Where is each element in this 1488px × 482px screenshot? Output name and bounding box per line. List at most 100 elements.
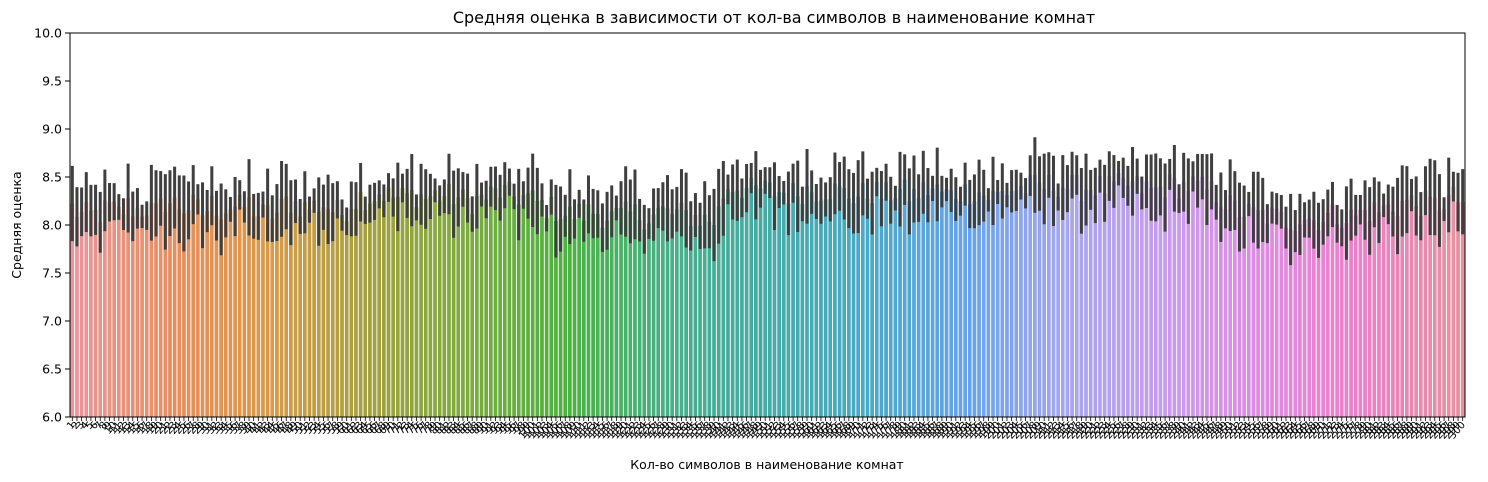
y-tick-label: 7.5 [42,266,62,281]
bar [702,214,707,417]
bar [395,196,400,417]
bar [484,199,489,417]
bar [568,206,572,417]
bar [498,197,502,417]
y-tick-label: 7.0 [42,314,62,329]
bar [1363,210,1367,417]
bar [674,209,679,417]
bar [1195,180,1200,417]
bar [586,204,591,417]
bar [1112,181,1116,417]
bar [182,213,186,417]
bar [1037,183,1042,417]
bar [1214,202,1219,417]
bar [735,190,740,417]
bar [535,200,540,417]
bar [1335,223,1339,417]
x-tick-label: 2 [70,420,83,432]
bar [358,192,363,417]
bar [279,198,284,417]
bar [558,219,563,417]
bar [1265,223,1270,417]
bar [1019,186,1023,417]
bar [391,197,396,417]
bar [1307,218,1312,417]
bar [349,208,354,417]
bar [298,216,303,417]
bar [363,210,368,417]
y-tick-label: 6.5 [42,362,62,377]
y-tick-label: 10.0 [34,26,62,41]
bar [293,201,298,417]
bar [335,199,340,417]
bar [740,197,744,417]
bar [986,199,991,417]
bar [521,194,526,417]
bar [1144,181,1149,417]
bar [242,206,247,417]
bar [419,194,423,417]
bar [1107,176,1112,417]
bar [1028,175,1033,417]
bar [1093,195,1098,417]
bar [698,225,702,417]
bar [368,203,372,417]
bar [1293,231,1298,417]
bar [326,209,330,417]
bar [470,214,475,417]
bar [1279,211,1284,417]
bar [228,209,233,417]
bar [884,182,888,417]
y-tick-label: 9.0 [42,122,62,137]
bar [600,227,605,417]
bar [916,198,921,417]
bar [805,186,809,417]
bar [130,216,135,417]
bar [814,201,819,417]
bar [581,220,586,417]
bar [223,213,228,417]
bar [1139,192,1144,417]
bar [409,190,414,417]
bar [921,182,926,417]
bar [330,212,335,417]
bar [823,199,828,417]
bar [614,207,619,417]
bar [688,225,693,417]
bar [1237,217,1242,417]
bar [995,191,1000,417]
bar [781,192,786,417]
bar [116,206,121,417]
bar [628,211,633,417]
bar [572,218,577,417]
bar [1079,200,1084,417]
bar [1442,209,1446,417]
bar [312,200,316,417]
y-axis-label: Средняя оценка [9,171,24,278]
bar [749,178,754,417]
bar [958,201,963,417]
x-axis-label: Кол-во символов в наименование комнат [630,457,903,472]
bar [507,182,512,417]
bar [1395,215,1400,417]
bar [623,201,628,417]
bar [1186,191,1191,417]
bar [1209,181,1214,417]
bar [475,196,479,417]
bar [516,204,521,417]
bar [949,190,954,417]
bar [763,180,768,417]
bar [437,200,442,417]
bar [386,187,391,417]
bar [795,196,800,417]
bar [944,189,949,417]
bar [1367,220,1372,417]
bar [89,210,93,417]
bar [237,194,242,417]
bar [642,229,647,417]
bar [461,189,465,417]
bar [400,188,405,417]
bar [1181,182,1186,417]
bar [1377,212,1381,417]
bar [1246,203,1251,417]
